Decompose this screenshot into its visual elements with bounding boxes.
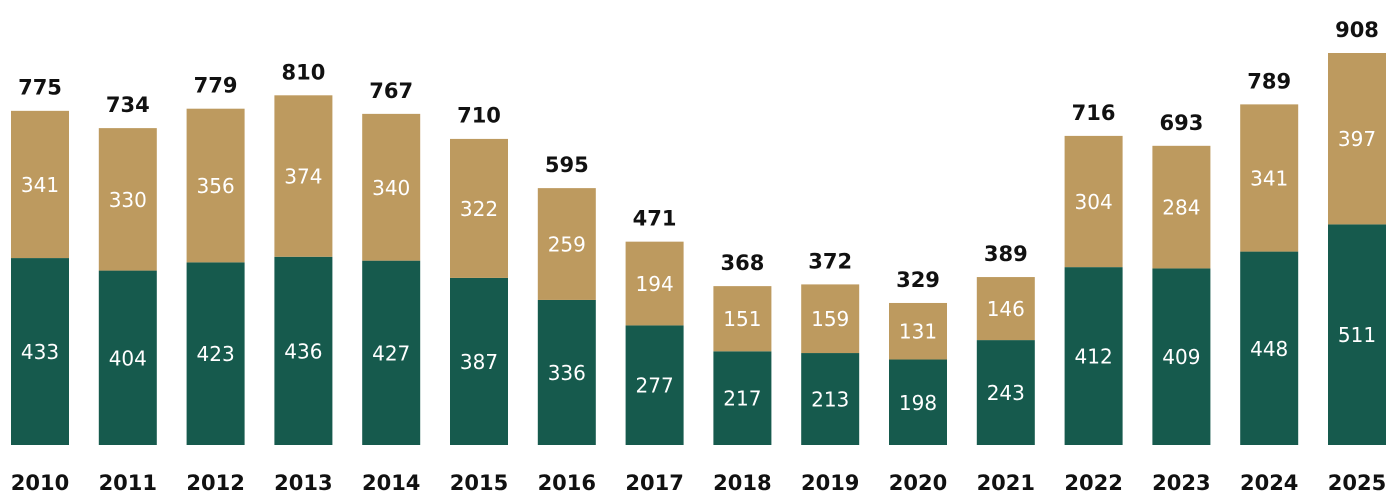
bar-segment: [537, 299, 596, 445]
segment-label: 409: [1162, 345, 1200, 369]
x-tick-label: 2022: [1064, 471, 1122, 495]
segment-label: 151: [723, 307, 761, 331]
bar-segment: [186, 262, 245, 445]
segment-label: 213: [811, 388, 849, 412]
segment-label: 131: [899, 320, 937, 344]
segment-label: 336: [548, 361, 586, 385]
segment-label: 194: [636, 272, 674, 296]
segment-label: 341: [21, 173, 59, 197]
bar-segment: [801, 284, 860, 354]
x-tick-label: 2021: [977, 471, 1035, 495]
segment-label: 356: [197, 174, 235, 198]
bar-segment: [625, 241, 684, 326]
bar-segment: [1328, 53, 1386, 225]
bar-segment: [274, 256, 333, 445]
segment-label: 284: [1162, 196, 1200, 220]
bar-segment: [362, 113, 421, 261]
segment-label: 511: [1338, 323, 1376, 347]
bar-segment: [1240, 104, 1299, 252]
bar-segment: [98, 128, 157, 271]
segment-label: 159: [811, 307, 849, 331]
bar-segment: [1064, 267, 1123, 445]
bar-segment: [186, 108, 245, 263]
bar-segment: [1152, 145, 1211, 269]
segment-label: 448: [1250, 337, 1288, 361]
x-tick-label: 2016: [538, 471, 596, 495]
bar-segment: [713, 286, 772, 352]
bar-segment: [362, 260, 421, 445]
total-label: 716: [1072, 101, 1116, 125]
x-tick-label: 2024: [1240, 471, 1298, 495]
bar-segment: [976, 277, 1035, 341]
total-label: 710: [457, 103, 501, 127]
bar-segment: [976, 340, 1035, 445]
x-tick-label: 2020: [889, 471, 947, 495]
bar-segment: [98, 270, 157, 445]
segment-label: 304: [1075, 190, 1113, 214]
segment-label: 404: [109, 346, 147, 370]
bar-segment: [450, 138, 508, 278]
segment-label: 330: [109, 188, 147, 212]
segment-label: 340: [372, 176, 410, 200]
total-label: 595: [545, 153, 589, 177]
x-tick-label: 2014: [362, 471, 420, 495]
bar-segment: [713, 351, 772, 445]
bar-segment: [11, 110, 69, 259]
total-label: 767: [369, 79, 413, 103]
segment-label: 259: [548, 233, 586, 257]
segment-label: 423: [197, 342, 235, 366]
total-label: 389: [984, 242, 1028, 266]
x-tick-label: 2012: [186, 471, 244, 495]
total-label: 368: [720, 251, 764, 275]
bar-segment: [1240, 251, 1299, 445]
x-tick-label: 2011: [99, 471, 157, 495]
bar-segment: [11, 258, 69, 445]
total-label: 693: [1159, 111, 1203, 135]
segment-label: 322: [460, 197, 498, 221]
x-tick-label: 2017: [625, 471, 683, 495]
bar-segment: [1064, 135, 1123, 268]
total-label: 908: [1335, 18, 1379, 42]
total-label: 329: [896, 268, 940, 292]
bar-segment: [537, 188, 596, 300]
x-tick-label: 2018: [713, 471, 771, 495]
segment-label: 341: [1250, 166, 1288, 190]
total-label: 789: [1247, 69, 1291, 93]
x-tick-label: 2010: [11, 471, 69, 495]
total-label: 810: [281, 60, 325, 84]
bar-segment: [625, 325, 684, 445]
segment-label: 198: [899, 391, 937, 415]
x-tick-label: 2025: [1328, 471, 1386, 495]
total-label: 775: [18, 75, 62, 99]
bar-segment: [1328, 224, 1386, 445]
segment-label: 243: [987, 381, 1025, 405]
total-label: 471: [633, 207, 677, 231]
x-tick-label: 2023: [1152, 471, 1210, 495]
segment-label: 374: [284, 165, 322, 189]
segment-label: 387: [460, 350, 498, 374]
segment-label: 146: [987, 297, 1025, 321]
bar-segment: [889, 359, 947, 445]
total-label: 779: [194, 74, 238, 98]
bar-segment: [1152, 268, 1211, 445]
total-label: 734: [106, 93, 150, 117]
segment-label: 427: [372, 341, 410, 365]
total-label: 372: [808, 249, 852, 273]
segment-label: 433: [21, 340, 59, 364]
bar-segment: [450, 277, 508, 445]
segment-label: 412: [1075, 345, 1113, 369]
segment-label: 277: [636, 374, 674, 398]
x-tick-label: 2019: [801, 471, 859, 495]
bar-segment: [889, 302, 947, 360]
segment-label: 397: [1338, 127, 1376, 151]
bar-segment: [274, 95, 333, 257]
x-tick-label: 2015: [450, 471, 508, 495]
segment-label: 217: [723, 387, 761, 411]
bar-segment: [801, 353, 860, 445]
segment-label: 436: [284, 339, 322, 363]
x-tick-label: 2013: [274, 471, 332, 495]
